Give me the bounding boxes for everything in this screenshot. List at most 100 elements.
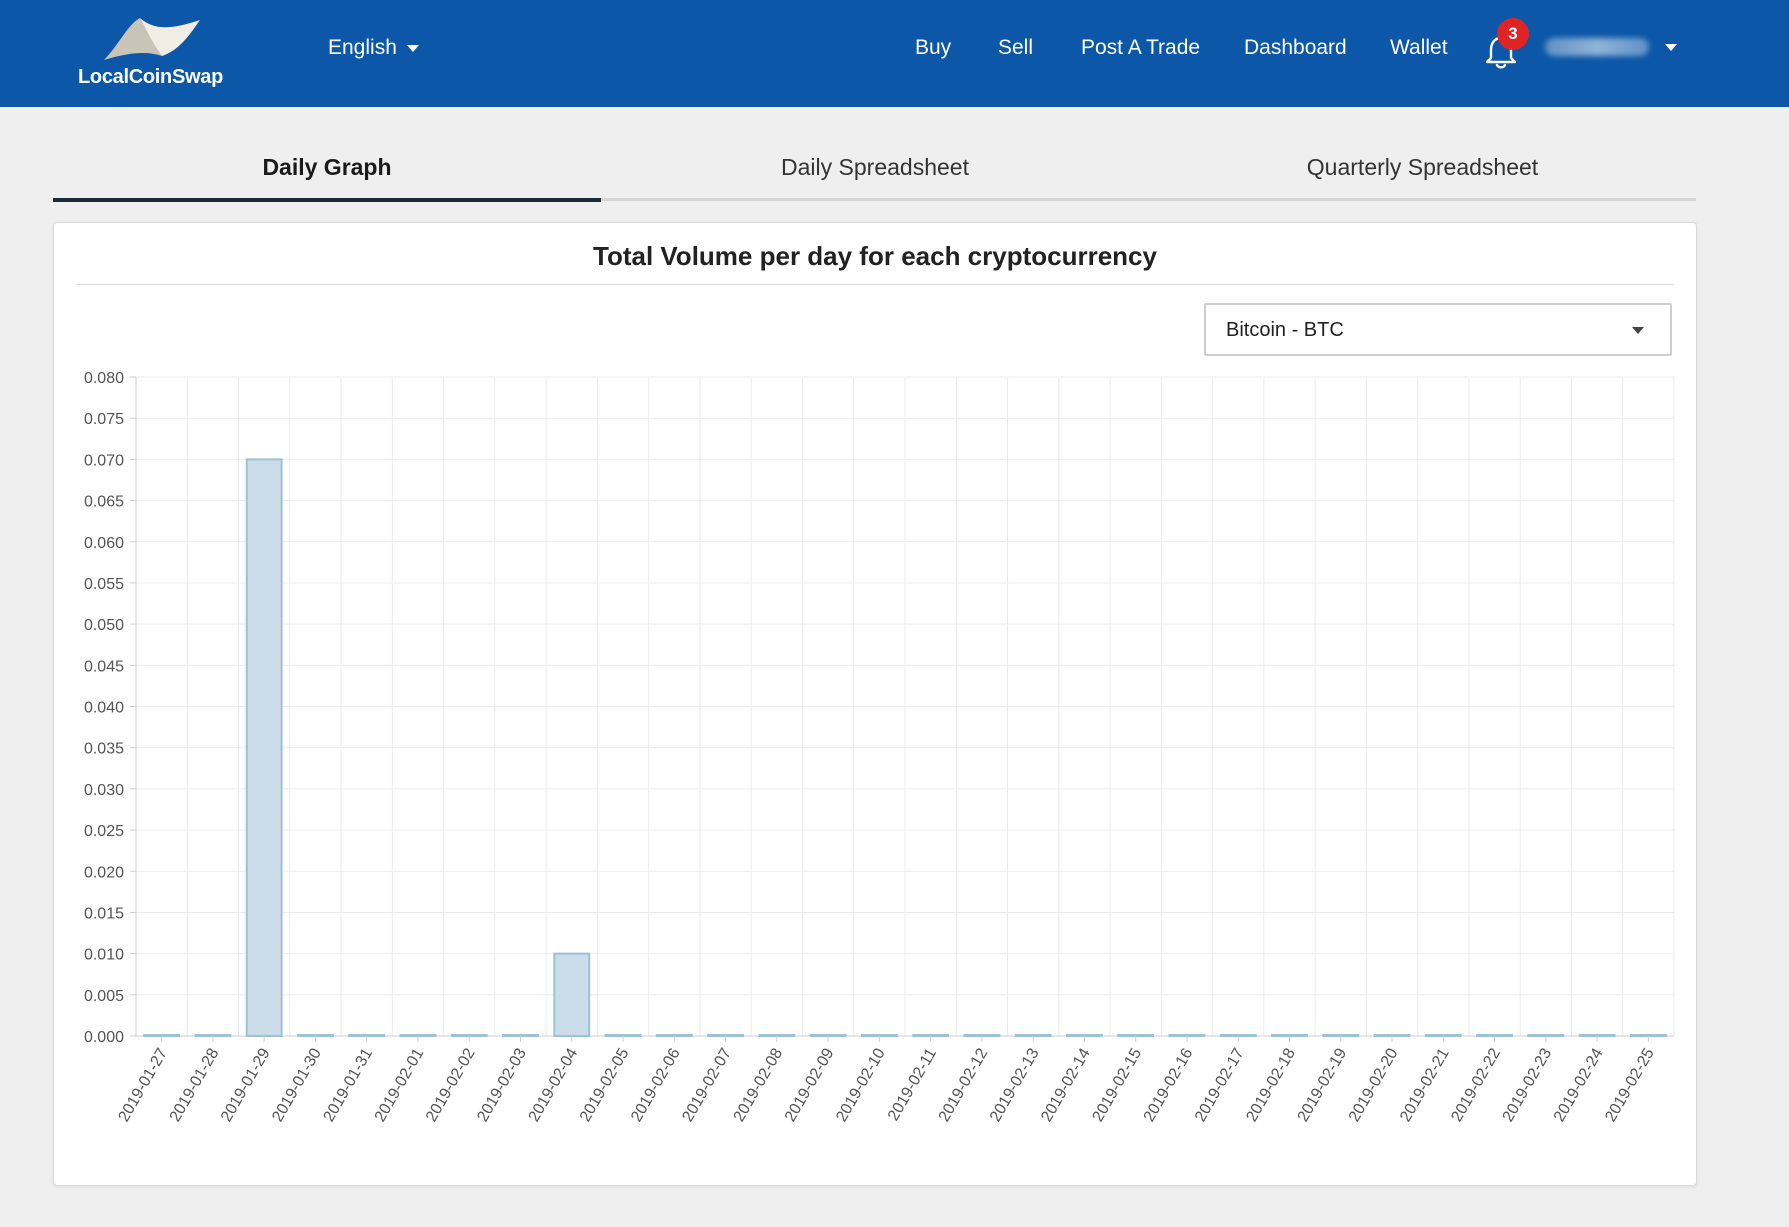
x-tick-label: 2019-02-18 [1243, 1045, 1299, 1124]
chart-card: Total Volume per day for each cryptocurr… [53, 222, 1697, 1186]
currency-select[interactable]: Bitcoin - BTC [1204, 303, 1672, 356]
bar [1168, 1034, 1206, 1037]
nav-dashboard[interactable]: Dashboard [1244, 36, 1347, 59]
logo-text: LocalCoinSwap [78, 66, 224, 88]
bar [1066, 1034, 1103, 1037]
chevron-down-icon [1665, 43, 1677, 51]
notification-badge: 3 [1497, 18, 1529, 50]
x-tick-label: 2019-02-25 [1602, 1045, 1658, 1124]
top-navbar: LocalCoinSwap English Buy Sell Post A Tr… [0, 0, 1789, 107]
nav-wallet[interactable]: Wallet [1390, 36, 1448, 59]
chevron-down-icon [1632, 327, 1644, 334]
bar [604, 1034, 642, 1037]
y-tick-label: 0.050 [84, 617, 124, 634]
x-tick-label: 2019-02-12 [936, 1045, 992, 1124]
y-tick-label: 0.035 [84, 741, 124, 758]
x-tick-label: 2019-02-03 [474, 1045, 530, 1124]
y-tick-label: 0.060 [84, 535, 124, 552]
x-tick-label: 2019-02-22 [1448, 1045, 1504, 1124]
logo[interactable]: LocalCoinSwap [72, 16, 232, 96]
x-tick-label: 2019-01-28 [167, 1045, 223, 1124]
bar [1373, 1034, 1411, 1037]
y-tick-label: 0.015 [84, 905, 124, 922]
user-menu[interactable] [1545, 38, 1677, 56]
bar [860, 1034, 898, 1037]
bar [1629, 1034, 1667, 1037]
bar [399, 1034, 437, 1037]
bar [297, 1034, 334, 1037]
y-tick-label: 0.020 [84, 864, 124, 881]
tab-daily-spreadsheet[interactable]: Daily Spreadsheet [601, 138, 1149, 201]
x-tick-label: 2019-02-07 [679, 1045, 735, 1124]
bar [1527, 1034, 1565, 1037]
y-tick-label: 0.025 [84, 823, 124, 840]
bar [912, 1034, 950, 1037]
x-tick-label: 2019-02-02 [423, 1045, 479, 1124]
y-tick-label: 0.040 [84, 700, 124, 717]
bar [348, 1034, 386, 1037]
x-tick-label: 2019-02-11 [885, 1045, 940, 1123]
bar [1578, 1034, 1616, 1037]
bar [1014, 1034, 1052, 1037]
nav-post-a-trade[interactable]: Post A Trade [1081, 36, 1201, 59]
bar [553, 952, 591, 1037]
volume-bar-chart: 0.000 0.005 0.010 0.015 0.020 0.025 0.030 0.035… [84, 370, 1675, 1125]
bar [245, 458, 283, 1037]
x-tick-label: 2019-02-10 [833, 1045, 889, 1124]
username-redacted [1545, 38, 1649, 56]
tab-daily-graph[interactable]: Daily Graph [53, 138, 601, 202]
y-tick-label: 0.070 [84, 452, 124, 469]
language-label: English [328, 36, 397, 59]
logo-icon [104, 18, 200, 60]
bar [758, 1034, 796, 1037]
y-tick-label: 0.080 [84, 370, 124, 387]
x-tick-label: 2019-02-20 [1346, 1045, 1402, 1124]
x-tick-label: 2019-01-29 [218, 1045, 274, 1124]
x-tick-label: 2019-02-24 [1551, 1045, 1607, 1124]
x-tick-label: 2019-02-05 [577, 1045, 633, 1124]
nav-sell[interactable]: Sell [998, 36, 1034, 59]
bar [1271, 1034, 1308, 1037]
bar [1424, 1034, 1462, 1037]
y-tick-label: 0.065 [84, 494, 124, 511]
y-tick-label: 0.075 [84, 411, 124, 428]
x-tick-label: 2019-02-01 [372, 1045, 428, 1124]
y-tick-label: 0.005 [84, 988, 124, 1005]
x-tick-label: 2019-02-21 [1397, 1045, 1453, 1124]
bar [1476, 1034, 1513, 1037]
x-tick-label: 2019-02-23 [1500, 1045, 1556, 1124]
bar [194, 1034, 232, 1037]
bar [502, 1034, 539, 1037]
bar [963, 1034, 1001, 1037]
bar [450, 1034, 488, 1037]
bar [809, 1034, 847, 1037]
y-tick-label: 0.010 [84, 947, 124, 964]
nav-buy[interactable]: Buy [915, 36, 952, 59]
y-tick-label: 0.055 [84, 576, 124, 593]
x-tick-label: 2019-02-16 [1141, 1045, 1197, 1124]
x-tick-label: 2019-01-30 [269, 1045, 325, 1124]
chevron-down-icon [406, 44, 419, 52]
x-tick-label: 2019-02-06 [628, 1045, 684, 1124]
x-tick-label: 2019-02-08 [731, 1045, 787, 1124]
bar [707, 1034, 744, 1037]
x-tick-label: 2019-02-19 [1295, 1045, 1351, 1124]
x-tick-label: 2019-02-15 [1090, 1045, 1146, 1124]
x-tick-label: 2019-02-09 [782, 1045, 838, 1124]
y-tick-label: 0.000 [84, 1029, 124, 1046]
y-tick-label: 0.030 [84, 782, 124, 799]
bar [1219, 1034, 1257, 1037]
y-tick-label: 0.045 [84, 658, 124, 675]
bar [1322, 1034, 1360, 1037]
tab-quarterly-spreadsheet[interactable]: Quarterly Spreadsheet [1149, 138, 1696, 201]
x-tick-label: 2019-01-31 [321, 1045, 377, 1124]
bar [655, 1034, 693, 1037]
x-tick-label: 2019-02-14 [1038, 1045, 1094, 1124]
bar [143, 1034, 181, 1037]
x-tick-label: 2019-02-04 [526, 1045, 582, 1124]
x-tick-label: 2019-02-13 [987, 1045, 1043, 1124]
language-selector[interactable]: English [328, 36, 419, 60]
x-tick-label: 2019-02-17 [1192, 1045, 1248, 1124]
currency-select-value: Bitcoin - BTC [1226, 319, 1344, 341]
x-tick-label: 2019-01-27 [115, 1045, 171, 1124]
